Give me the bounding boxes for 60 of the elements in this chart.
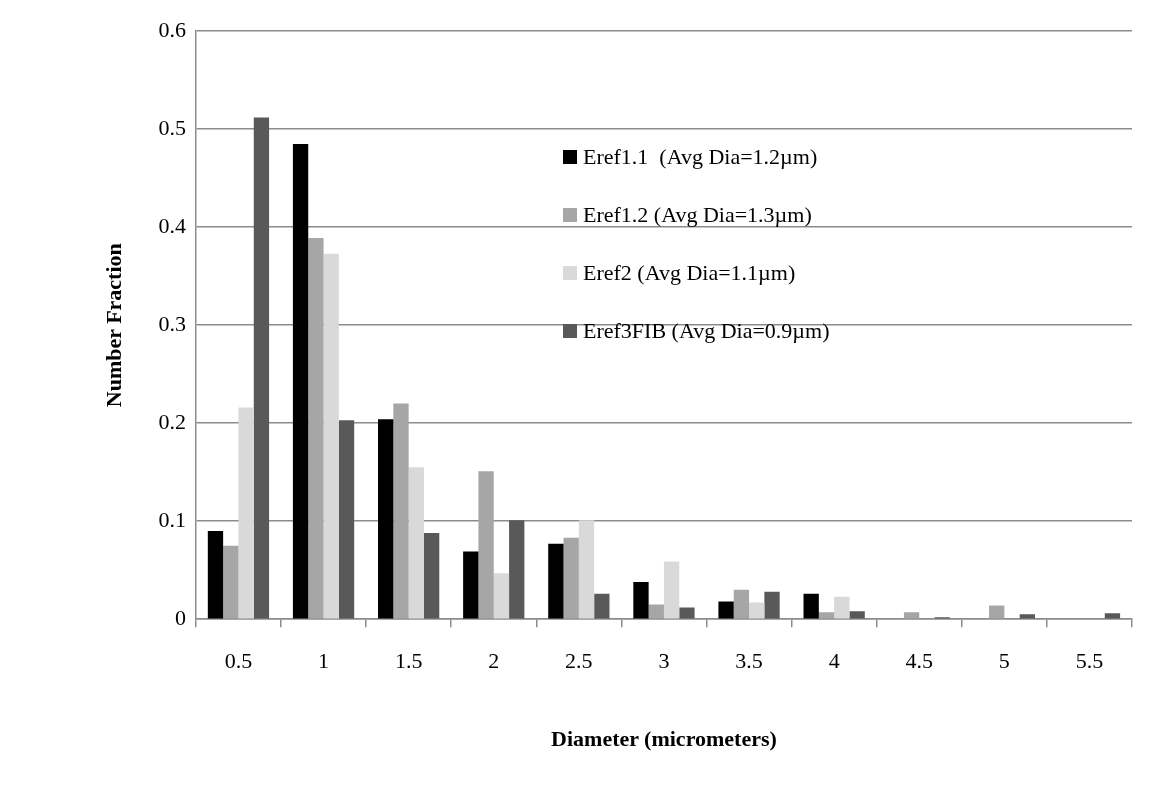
x-tick-label: 1.5 xyxy=(394,648,423,674)
bar xyxy=(749,602,765,619)
x-tick-label: 3.5 xyxy=(735,648,763,674)
bar xyxy=(803,593,819,619)
y-tick-label: 0.5 xyxy=(158,114,186,140)
bar xyxy=(493,573,510,619)
legend-label: Eref2 (Avg Dia=1.1µm) xyxy=(583,260,796,286)
bar xyxy=(308,237,324,619)
bar xyxy=(509,520,525,619)
y-tick-label: 0.4 xyxy=(158,212,186,238)
bar xyxy=(238,407,254,619)
bar xyxy=(548,543,564,619)
bar xyxy=(423,532,440,619)
bar xyxy=(663,561,680,619)
bar xyxy=(463,551,479,619)
bar xyxy=(989,605,1005,619)
x-tick-label: 2 xyxy=(488,648,500,674)
y-tick-label: 0 xyxy=(174,604,186,630)
bar xyxy=(718,601,734,619)
x-tick-label: 3 xyxy=(658,648,670,674)
bar xyxy=(818,612,835,619)
x-tick-label: 4 xyxy=(828,648,840,674)
bar xyxy=(578,520,595,619)
x-tick-label: 1 xyxy=(318,648,330,674)
legend-label: Eref3FIB (Avg Dia=0.9µm) xyxy=(583,318,830,344)
y-axis-title: Number Fraction xyxy=(100,243,126,408)
x-tick-label: 5 xyxy=(998,648,1010,674)
bar xyxy=(679,607,695,619)
bar xyxy=(338,420,355,619)
bar xyxy=(207,531,224,619)
x-axis-title: Diameter (micrometers) xyxy=(551,726,777,752)
bar xyxy=(733,589,750,619)
bar xyxy=(223,545,239,619)
legend-label: Eref1.2 (Avg Dia=1.3µm) xyxy=(583,202,812,228)
x-tick-label: 5.5 xyxy=(1075,648,1104,674)
x-tick-label: 0.5 xyxy=(224,648,253,674)
bar xyxy=(834,596,850,619)
bar xyxy=(408,467,424,619)
x-tick-label: 2.5 xyxy=(565,648,593,674)
y-tick-label: 0.3 xyxy=(158,310,186,336)
bar xyxy=(594,593,610,619)
bar xyxy=(393,403,409,619)
bar xyxy=(478,471,494,619)
bar xyxy=(563,537,579,619)
x-tick-label: 4.5 xyxy=(905,648,933,674)
y-tick-label: 0.6 xyxy=(158,16,186,42)
bar xyxy=(648,604,664,619)
bar xyxy=(378,419,394,619)
bar xyxy=(849,611,865,619)
bar xyxy=(633,581,649,619)
y-tick-label: 0.2 xyxy=(158,408,186,434)
bar xyxy=(1019,614,1035,619)
bar xyxy=(323,253,339,619)
bar xyxy=(1104,613,1121,619)
bar xyxy=(764,591,780,619)
y-tick-label: 0.1 xyxy=(158,506,186,532)
bar xyxy=(292,143,309,619)
bar xyxy=(253,117,270,619)
legend-label: Eref1.1 (Avg Dia=1.2µm) xyxy=(583,144,818,170)
bar xyxy=(903,612,920,619)
